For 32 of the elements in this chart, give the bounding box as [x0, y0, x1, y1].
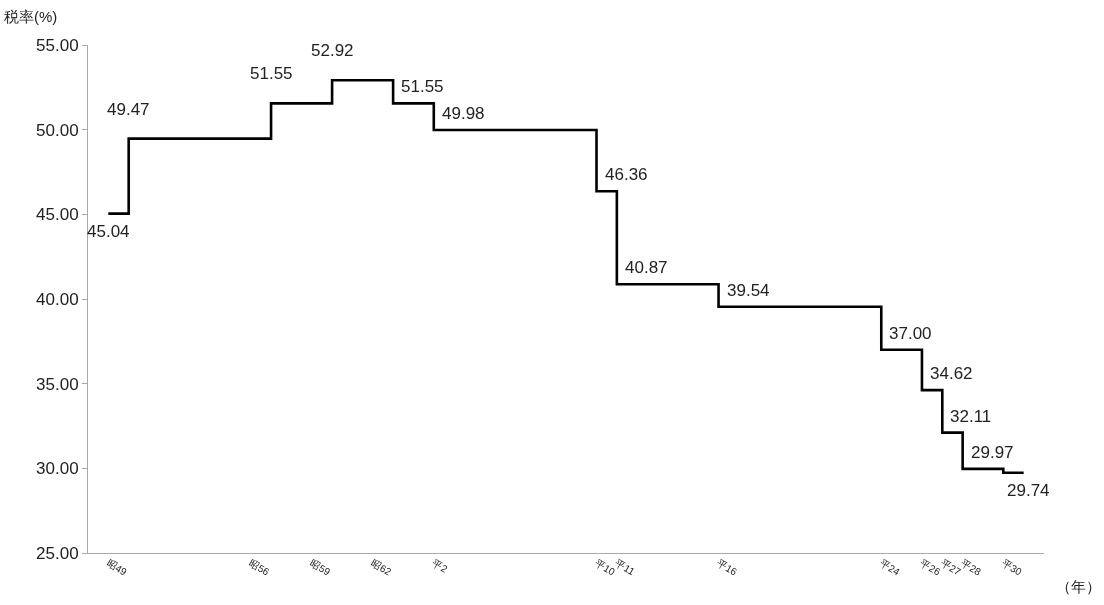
- data-label: 39.54: [727, 281, 770, 300]
- data-label: 46.36: [605, 165, 648, 184]
- data-label: 45.04: [87, 222, 130, 241]
- y-tick-label: 40.00: [36, 289, 79, 309]
- data-label: 52.92: [311, 41, 354, 60]
- x-tick-label: 平16: [715, 557, 740, 578]
- data-label: 29.97: [971, 443, 1014, 462]
- y-tick-label: 35.00: [36, 374, 79, 394]
- data-label: 51.55: [250, 64, 293, 83]
- data-label: 40.87: [625, 258, 668, 277]
- x-tick-label: 平26: [918, 557, 943, 578]
- x-tick-label: 平2: [430, 557, 450, 576]
- x-tick-label: 平30: [999, 557, 1024, 578]
- x-tick-label: 昭59: [308, 557, 333, 578]
- x-tick-label: 平24: [877, 557, 902, 578]
- y-axis-title: 税率(%): [4, 8, 58, 25]
- data-label: 34.62: [930, 364, 973, 383]
- data-label: 37.00: [889, 324, 932, 343]
- data-label: 29.74: [1007, 481, 1050, 500]
- data-label: 51.55: [401, 77, 444, 96]
- x-tick-label: 昭62: [369, 557, 394, 578]
- x-axis-title: （年）: [1056, 578, 1101, 595]
- x-tick-label: 昭49: [104, 557, 130, 578]
- y-tick-label: 25.00: [36, 543, 79, 563]
- y-tick-label: 55.00: [36, 35, 79, 55]
- data-label: 49.98: [442, 104, 485, 123]
- data-label: 49.47: [107, 100, 150, 119]
- y-tick-label: 45.00: [36, 205, 79, 225]
- data-label: 32.11: [950, 407, 992, 426]
- y-tick-label: 30.00: [36, 459, 79, 479]
- y-tick-label: 50.00: [36, 120, 79, 140]
- x-tick-label: 昭56: [247, 557, 272, 578]
